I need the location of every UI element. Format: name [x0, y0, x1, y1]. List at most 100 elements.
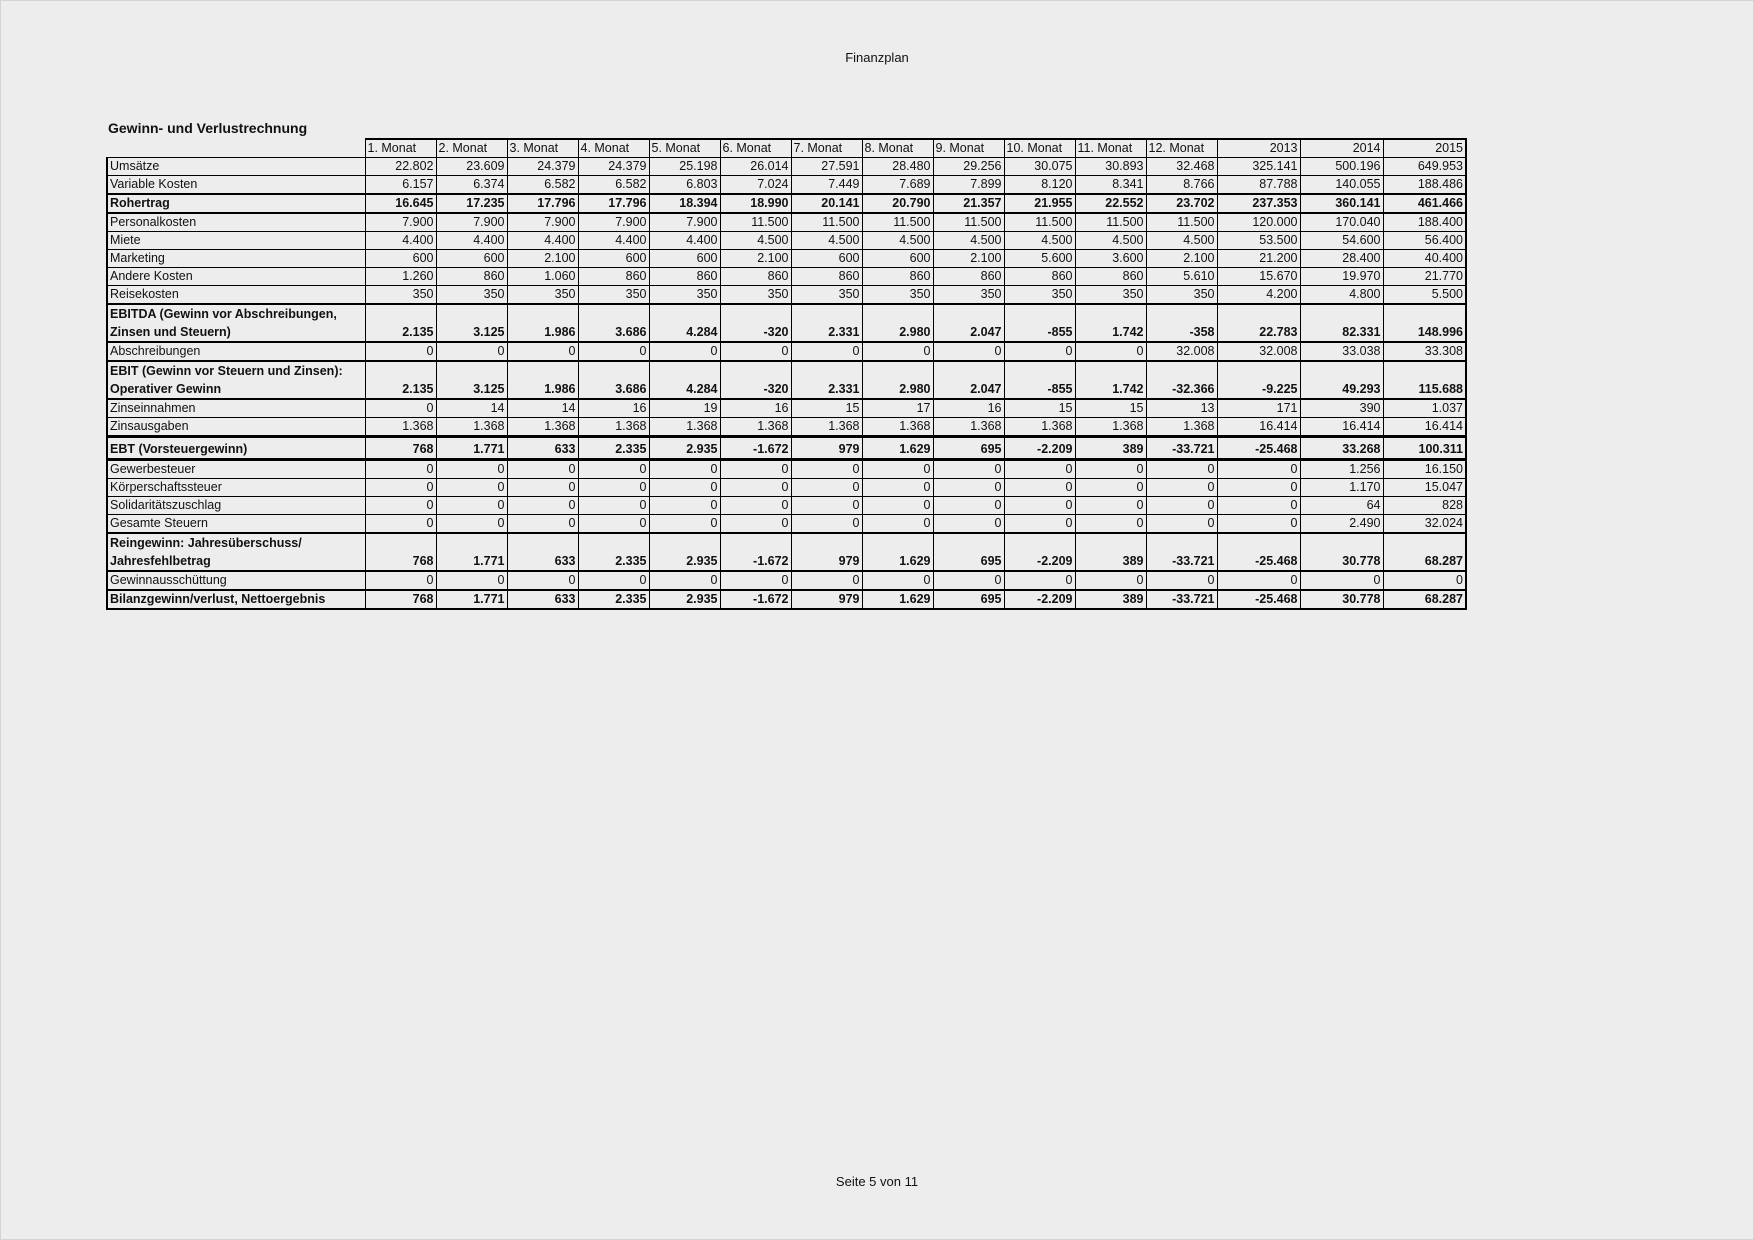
cell-value: 8.341 [1074, 175, 1147, 195]
cell-value: 633 [506, 435, 579, 461]
cell-value: 1.170 [1299, 478, 1384, 497]
cell-value: 23.609 [435, 157, 508, 176]
cell-value: 4.500 [790, 231, 863, 250]
cell-value: 0 [648, 570, 721, 591]
cell-value: 68.287 [1382, 532, 1467, 572]
cell-value: 16.414 [1382, 417, 1467, 437]
cell-value: 170.040 [1299, 212, 1384, 232]
cell-value: 350 [364, 285, 437, 305]
cell-value: 2.980 [861, 360, 934, 400]
cell-value: 3.686 [577, 303, 650, 343]
cell-value: 0 [1003, 570, 1076, 591]
cell-value: 0 [861, 478, 934, 497]
cell-value: 600 [861, 249, 934, 268]
cell-value: -33.721 [1145, 435, 1218, 461]
cell-value: 0 [506, 478, 579, 497]
cell-value: 5.600 [1003, 249, 1076, 268]
cell-value: 979 [790, 435, 863, 461]
cell-value: 4.500 [932, 231, 1005, 250]
cell-value: 1.771 [435, 532, 508, 572]
cell-value: 0 [364, 570, 437, 591]
cell-value: 0 [1216, 478, 1301, 497]
cell-value: 325.141 [1216, 157, 1301, 176]
cell-value: -33.721 [1145, 589, 1218, 610]
column-header: 2014 [1299, 138, 1384, 158]
cell-value: 4.200 [1216, 285, 1301, 305]
cell-value: 237.353 [1216, 193, 1301, 214]
cell-value: 2.100 [932, 249, 1005, 268]
cell-value: 4.400 [506, 231, 579, 250]
cell-value: 0 [1299, 570, 1384, 591]
cell-value: 188.486 [1382, 175, 1467, 195]
cell-value: 30.075 [1003, 157, 1076, 176]
section-title: Gewinn- und Verlustrechnung [108, 120, 308, 136]
cell-value: 1.629 [861, 435, 934, 461]
cell-value: 32.468 [1145, 157, 1218, 176]
column-header: 9. Monat [932, 138, 1005, 158]
cell-value: 600 [435, 249, 508, 268]
cell-value: -2.209 [1003, 589, 1076, 610]
column-header: 2. Monat [435, 138, 508, 158]
cell-value: 16.414 [1216, 417, 1301, 437]
cell-value: 0 [506, 459, 579, 479]
cell-value: 0 [1074, 459, 1147, 479]
cell-value: 32.008 [1216, 341, 1301, 362]
cell-value: 11.500 [1074, 212, 1147, 232]
cell-value: 49.293 [1299, 360, 1384, 400]
cell-value: 87.788 [1216, 175, 1301, 195]
cell-value: 22.552 [1074, 193, 1147, 214]
cell-value: 1.368 [648, 417, 721, 437]
column-header: 3. Monat [506, 138, 579, 158]
row-label: EBITDA (Gewinn vor Abschreibungen, Zinse… [106, 303, 366, 343]
cell-value: 695 [932, 532, 1005, 572]
cell-value: 0 [790, 570, 863, 591]
column-header: 5. Monat [648, 138, 721, 158]
cell-value: 27.591 [790, 157, 863, 176]
cell-value: 2.935 [648, 435, 721, 461]
cell-value: 0 [364, 341, 437, 362]
cell-value: 15 [1003, 398, 1076, 418]
cell-value: 2.135 [364, 303, 437, 343]
cell-value: -2.209 [1003, 435, 1076, 461]
cell-value: 3.125 [435, 360, 508, 400]
table-row: Marketing 600 600 2.100 600 600 2.100 600 600 2.1… [106, 249, 1467, 268]
cell-value: 389 [1074, 532, 1147, 572]
column-header: 4. Monat [577, 138, 650, 158]
cell-value: 15 [1074, 398, 1147, 418]
cell-value: 0 [435, 514, 508, 534]
cell-value: 4.284 [648, 360, 721, 400]
cell-value: 695 [932, 435, 1005, 461]
column-header: 8. Monat [861, 138, 934, 158]
cell-value: 2.100 [1145, 249, 1218, 268]
cell-value: 2.047 [932, 303, 1005, 343]
row-label: Marketing [106, 249, 366, 268]
cell-value: 0 [577, 478, 650, 497]
cell-value: 0 [435, 570, 508, 591]
cell-value: 18.394 [648, 193, 721, 214]
row-label: Zinseinnahmen [106, 398, 366, 418]
cell-value: 0 [577, 341, 650, 362]
cell-value: 649.953 [1382, 157, 1467, 176]
column-header: 10. Monat [1003, 138, 1076, 158]
cell-value: 40.400 [1382, 249, 1467, 268]
cell-value: 15.670 [1216, 267, 1301, 286]
cell-value: -358 [1145, 303, 1218, 343]
row-label: Umsätze [106, 157, 366, 176]
table-row: Solidaritätszuschlag 0 0 0 0 0 0 0 0 0 0 0 0 0 64 828 [106, 496, 1467, 515]
cell-value: 100.311 [1382, 435, 1467, 461]
cell-value: 0 [790, 341, 863, 362]
cell-value: 21.955 [1003, 193, 1076, 214]
cell-value: 11.500 [932, 212, 1005, 232]
cell-value: 0 [648, 496, 721, 515]
cell-value: 19 [648, 398, 721, 418]
cell-value: 1.771 [435, 435, 508, 461]
cell-value: 979 [790, 589, 863, 610]
cell-value: 0 [435, 459, 508, 479]
cell-value: 1.368 [719, 417, 792, 437]
cell-value: 0 [435, 496, 508, 515]
table-row: Bilanzgewinn/verlust, Nettoergebnis 768 1.… [106, 589, 1467, 610]
table-row: EBT (Vorsteuergewinn) 768 1.771 633 2.335 2.9… [106, 435, 1467, 461]
cell-value: 30.778 [1299, 589, 1384, 610]
table-row: Reisekosten 350 350 350 350 350 350 350 350 350 35… [106, 285, 1467, 305]
cell-value: 13 [1145, 398, 1218, 418]
